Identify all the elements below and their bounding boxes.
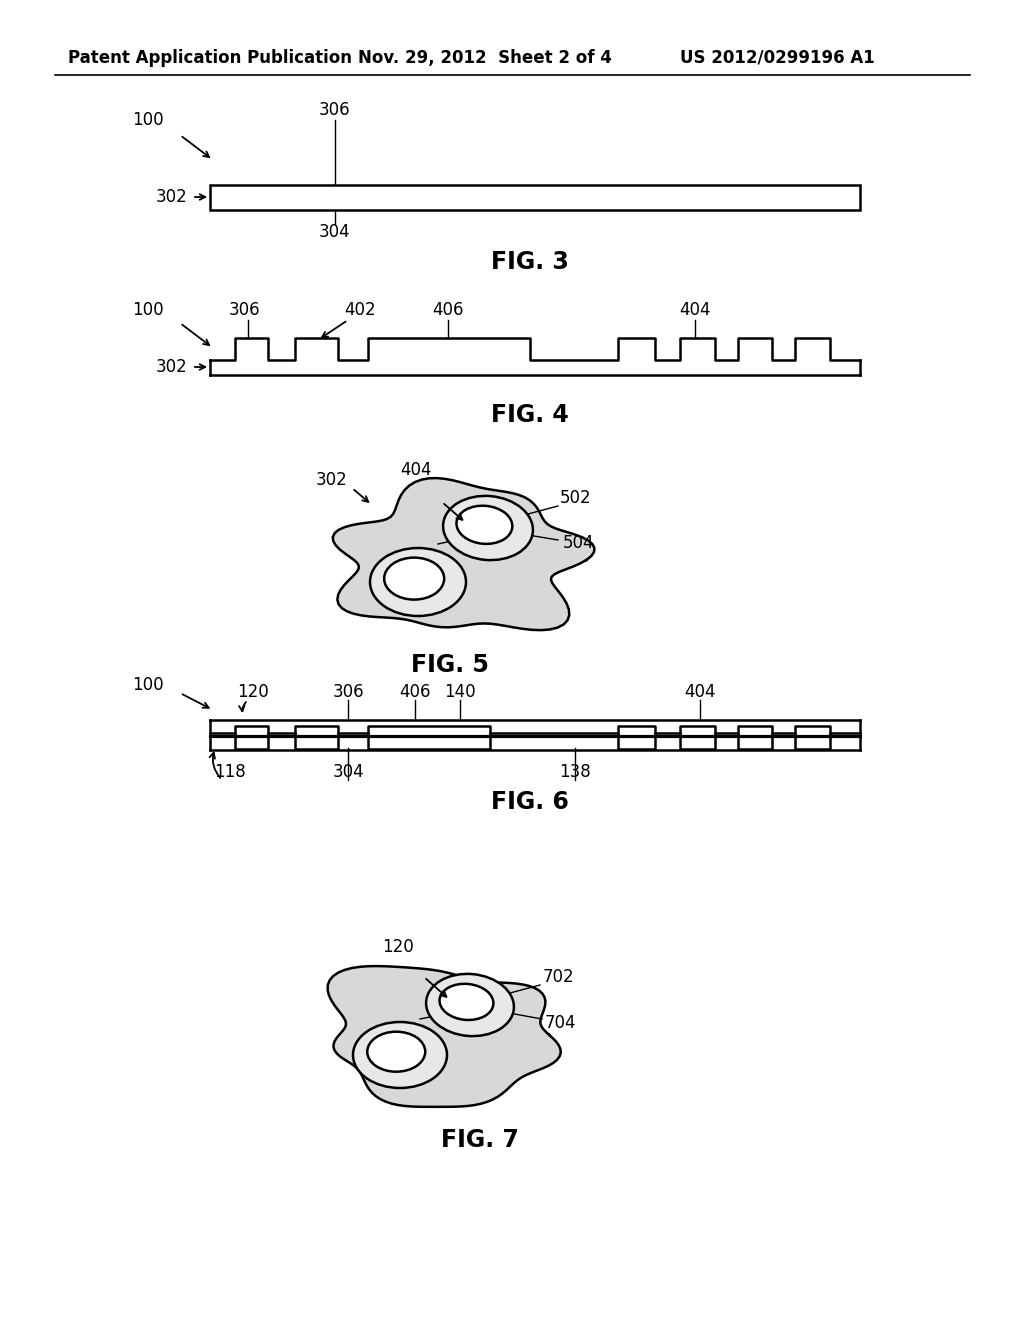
Text: 100: 100 (132, 111, 164, 129)
Ellipse shape (353, 1022, 447, 1088)
Text: 138: 138 (559, 763, 591, 781)
Text: 118: 118 (214, 763, 246, 781)
Text: 406: 406 (399, 682, 431, 701)
Ellipse shape (443, 496, 532, 560)
Text: 504: 504 (562, 535, 594, 552)
Text: 306: 306 (229, 301, 261, 319)
Ellipse shape (368, 1032, 425, 1072)
Text: 502: 502 (560, 488, 592, 507)
Text: Nov. 29, 2012  Sheet 2 of 4: Nov. 29, 2012 Sheet 2 of 4 (358, 49, 612, 67)
Text: 100: 100 (132, 676, 164, 694)
Text: 404: 404 (400, 461, 432, 479)
Text: 402: 402 (344, 301, 376, 319)
Ellipse shape (370, 548, 466, 616)
Text: 304: 304 (332, 763, 364, 781)
Text: FIG. 6: FIG. 6 (492, 789, 569, 814)
Text: 406: 406 (432, 301, 464, 319)
Text: 402: 402 (469, 994, 501, 1012)
Text: 302: 302 (156, 187, 187, 206)
Text: 302: 302 (316, 471, 348, 488)
Text: Patent Application Publication: Patent Application Publication (68, 49, 352, 67)
Ellipse shape (457, 506, 512, 544)
Ellipse shape (384, 557, 444, 599)
Text: US 2012/0299196 A1: US 2012/0299196 A1 (680, 49, 874, 67)
Ellipse shape (439, 983, 494, 1020)
Text: 306: 306 (319, 102, 351, 119)
Text: 304: 304 (319, 223, 351, 242)
Ellipse shape (426, 974, 514, 1036)
Text: FIG. 7: FIG. 7 (441, 1129, 519, 1152)
Text: FIG. 4: FIG. 4 (492, 403, 569, 426)
Text: 140: 140 (444, 682, 476, 701)
Text: 402: 402 (487, 517, 519, 536)
Text: 120: 120 (382, 939, 414, 956)
Bar (210, 185, 860, 210)
Text: 704: 704 (544, 1014, 575, 1032)
Text: 404: 404 (684, 682, 716, 701)
Text: 702: 702 (542, 968, 573, 986)
Text: 100: 100 (132, 301, 164, 319)
Text: 120: 120 (238, 682, 269, 701)
Text: 306: 306 (332, 682, 364, 701)
Text: FIG. 3: FIG. 3 (492, 249, 569, 275)
Text: 404: 404 (679, 301, 711, 319)
Polygon shape (333, 478, 595, 630)
Polygon shape (328, 966, 561, 1107)
Text: FIG. 5: FIG. 5 (411, 653, 488, 677)
Text: 302: 302 (156, 358, 187, 376)
